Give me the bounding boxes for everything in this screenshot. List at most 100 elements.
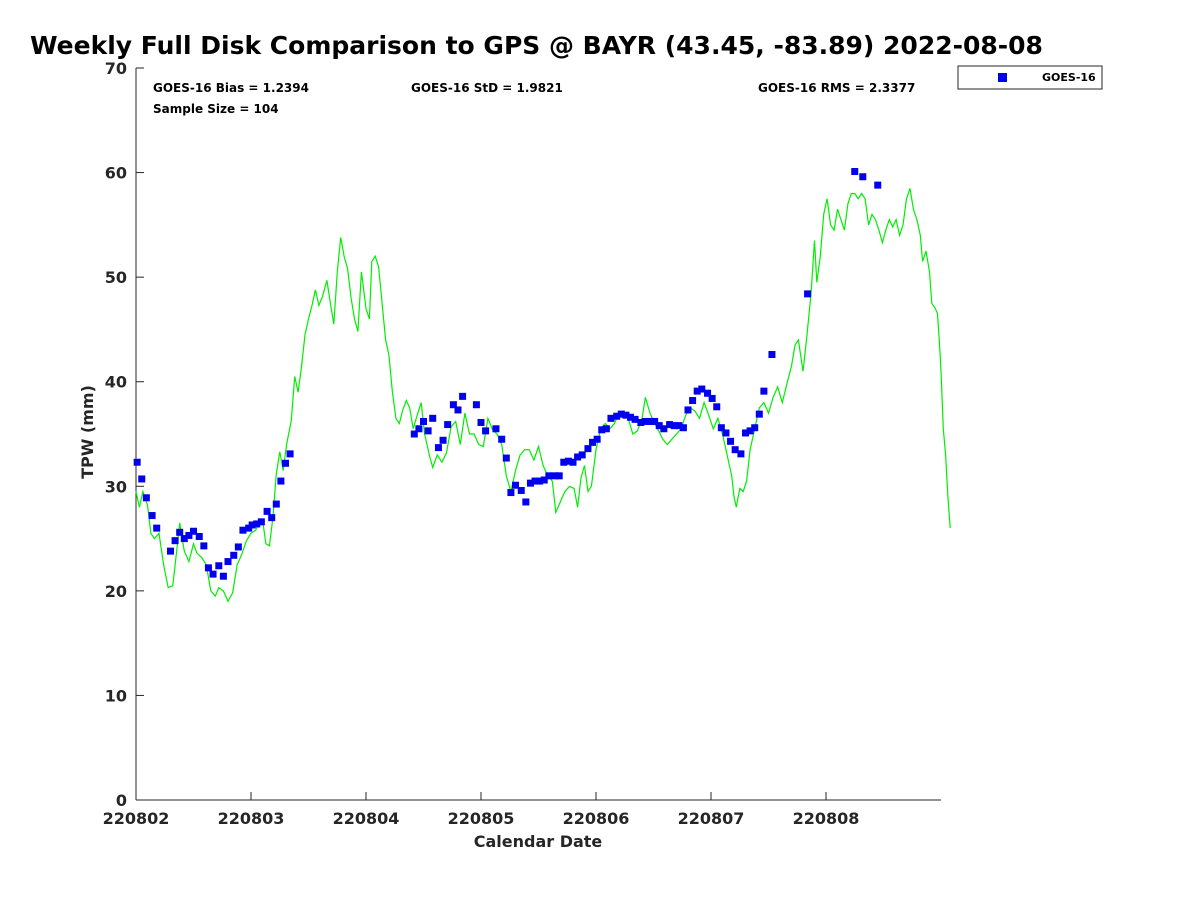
goes16-point xyxy=(760,387,768,395)
chart-axes xyxy=(135,68,941,801)
goes16-point xyxy=(517,486,525,494)
x-axis-label: Calendar Date xyxy=(474,832,603,851)
y-axis-label: TPW (mm) xyxy=(78,385,97,479)
goes16-point xyxy=(429,414,437,422)
gps-tpw-line xyxy=(135,188,951,603)
legend-marker-goes16 xyxy=(998,73,1007,82)
y-tick-label: 40 xyxy=(105,373,127,392)
goes16-point xyxy=(492,425,500,433)
goes16-point xyxy=(646,417,654,425)
goes16-point xyxy=(555,472,563,480)
goes16-point xyxy=(560,458,568,466)
series-lines xyxy=(135,188,951,603)
x-tick-label: 220808 xyxy=(793,809,860,828)
y-tick-label: 20 xyxy=(105,582,127,601)
series-points xyxy=(133,168,882,580)
goes16-point xyxy=(498,435,506,443)
goes16-point xyxy=(472,401,480,409)
goes16-point xyxy=(569,458,577,466)
x-tick-label: 220804 xyxy=(333,809,400,828)
goes16-point xyxy=(593,435,601,443)
goes16-point xyxy=(851,168,859,176)
goes16-point xyxy=(660,425,668,433)
goes16-point xyxy=(185,531,193,539)
legend-label-goes16: GOES-16 xyxy=(1042,71,1096,84)
goes16-point xyxy=(804,290,812,298)
goes16-point xyxy=(602,425,610,433)
goes16-point xyxy=(731,446,739,454)
goes16-point xyxy=(459,392,467,400)
goes16-point xyxy=(768,351,776,359)
x-tick-label: 220806 xyxy=(563,809,630,828)
y-tick-label: 70 xyxy=(105,59,127,78)
goes16-point xyxy=(622,411,630,419)
goes16-point xyxy=(708,394,716,402)
goes16-point xyxy=(859,173,867,181)
goes16-point xyxy=(526,479,534,487)
goes16-point xyxy=(200,542,208,550)
goes16-point xyxy=(167,547,174,555)
goes16-point xyxy=(502,454,510,462)
goes16-point xyxy=(148,512,156,520)
goes16-point xyxy=(507,489,515,497)
goes16-point xyxy=(755,410,763,418)
goes16-point xyxy=(536,477,544,485)
goes16-point xyxy=(153,524,161,532)
goes16-point xyxy=(248,521,256,529)
goes16-point xyxy=(420,417,427,425)
goes16-point xyxy=(224,558,232,566)
goes16-point xyxy=(742,429,749,437)
goes16-point xyxy=(512,481,519,489)
goes16-point xyxy=(272,500,280,508)
y-tick-label: 0 xyxy=(116,791,127,810)
goes16-point xyxy=(239,526,247,534)
goes16-point xyxy=(415,425,423,433)
x-ticks: 220802 220803 220804 220805 220806 220807 2208… xyxy=(103,792,860,828)
goes16-point xyxy=(263,507,271,515)
stat-bias: GOES-16 Bias = 1.2394 xyxy=(153,81,309,95)
stat-std: GOES-16 StD = 1.9821 xyxy=(411,81,563,95)
goes16-point xyxy=(564,457,572,465)
goes16-point xyxy=(684,406,692,414)
goes16-point xyxy=(219,572,227,580)
goes16-point xyxy=(574,453,582,461)
goes16-point xyxy=(675,422,683,430)
legend-box xyxy=(957,65,1103,90)
goes16-point xyxy=(215,562,223,570)
goes16-point xyxy=(209,570,217,578)
goes16-point xyxy=(477,418,485,426)
goes16-point xyxy=(482,427,490,435)
goes16-point xyxy=(737,450,745,458)
goes16-point xyxy=(746,427,754,435)
goes16-point xyxy=(655,422,663,430)
x-tick-label: 220805 xyxy=(448,809,515,828)
goes16-point xyxy=(698,385,706,393)
goes16-point xyxy=(551,472,559,480)
goes16-point xyxy=(722,429,730,437)
x-tick-label: 220802 xyxy=(103,809,170,828)
goes16-point xyxy=(651,417,659,425)
goes16-point xyxy=(230,551,238,559)
goes16-point xyxy=(138,475,146,483)
goes16-point xyxy=(234,543,242,551)
goes16-point xyxy=(540,476,548,484)
goes16-point xyxy=(713,403,721,411)
goes16-point xyxy=(704,389,712,397)
goes16-point xyxy=(874,181,882,189)
x-tick-label: 220807 xyxy=(678,809,745,828)
x-tick-label: 220803 xyxy=(218,809,285,828)
goes16-point xyxy=(545,472,553,480)
goes16-point xyxy=(449,401,457,409)
goes16-point xyxy=(195,532,203,540)
goes16-point xyxy=(171,537,179,545)
goes16-point xyxy=(176,528,184,536)
goes16-point xyxy=(607,414,615,422)
legend: GOES-16 xyxy=(957,65,1103,90)
goes16-point xyxy=(717,424,725,432)
goes16-point xyxy=(679,424,687,432)
stat-rms: GOES-16 RMS = 2.3377 xyxy=(758,81,915,95)
goes16-point xyxy=(522,498,530,506)
goes16-point xyxy=(439,436,447,444)
chart-title: Weekly Full Disk Comparison to GPS @ BAY… xyxy=(30,31,1043,60)
